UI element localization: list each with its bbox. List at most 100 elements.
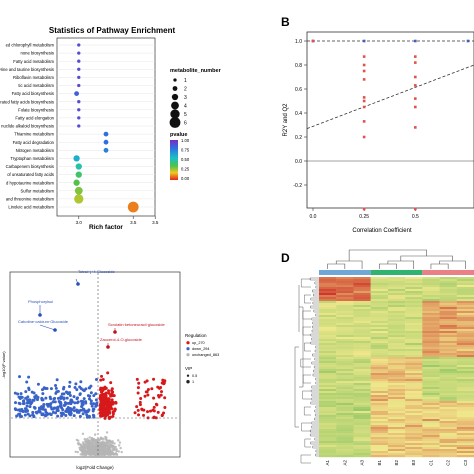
heatmap-cell [456, 451, 474, 454]
heatmap-cell [405, 303, 423, 306]
heatmap-cell [336, 417, 354, 420]
down-point [90, 404, 94, 408]
heatmap-cell [319, 435, 337, 438]
heatmap-cell [456, 409, 474, 412]
row-dendrogram-branch [314, 349, 319, 353]
heatmap-cell [405, 435, 423, 438]
unchanged-point [119, 446, 122, 450]
heatmap-cell [456, 391, 474, 394]
down-point [73, 401, 77, 405]
heatmap-cell [370, 437, 389, 440]
heatmap-cell [353, 429, 371, 432]
heatmap-cell [456, 353, 474, 356]
heatmap-cell [336, 349, 354, 352]
heatmap-cell [353, 431, 371, 434]
heatmap-cell [456, 415, 474, 418]
heatmap-cell [439, 441, 457, 444]
heatmap-cell [319, 323, 337, 326]
size-legend-dot [171, 101, 179, 110]
unchanged-point [107, 439, 110, 443]
heatmap-cell [387, 447, 406, 450]
heatmap-cell [387, 301, 406, 304]
heatmap-cell [405, 363, 423, 366]
heatmap-cell [387, 307, 406, 310]
heatmap-cell [319, 381, 337, 384]
heatmap-cell [370, 325, 389, 328]
dendrogram-branch [327, 263, 346, 269]
heatmap-cell [353, 393, 371, 396]
heatmap-cell [353, 317, 371, 320]
down-point [40, 396, 44, 400]
heatmap-cell [336, 359, 354, 362]
heatmap-cell [353, 401, 371, 404]
heatmap-cell [353, 333, 371, 336]
heatmap-cell [336, 441, 354, 444]
permutation-test-chart: B 1.0 0.8 0.6 0.4 0.2 0.0 -0.2 0.0 0.25 0.5 R2Y a… [281, 15, 474, 234]
heatmap-cell [405, 333, 423, 336]
heatmap-cell [336, 365, 354, 368]
heatmap-cell [370, 319, 389, 322]
column-label: A1 [325, 460, 330, 466]
enrichment-dot [77, 75, 81, 80]
down-point [67, 384, 71, 388]
heatmap-cell [405, 431, 423, 434]
regulation-legend-swatch [186, 341, 190, 345]
down-point [36, 382, 40, 386]
up-point [107, 389, 111, 393]
heatmap-cell [353, 435, 371, 438]
heatmap-cell [456, 455, 474, 458]
heatmap-cell [370, 297, 389, 300]
unchanged-point [105, 431, 109, 434]
down-point [26, 395, 30, 399]
heatmap-cell [405, 441, 423, 444]
heatmap-cell [353, 365, 371, 368]
heatmap-cell [422, 319, 440, 322]
heatmap-cell [353, 331, 371, 334]
heatmap-cell [336, 375, 354, 378]
row-dendrogram-branch [311, 385, 319, 389]
down-point [59, 397, 63, 401]
heatmap-cell [353, 351, 371, 354]
heatmap-cell [353, 309, 371, 312]
category-label: Fatty acid elongation [15, 116, 54, 121]
heatmap-cell [439, 299, 457, 302]
heatmap-cell [319, 407, 337, 410]
up-point [107, 397, 111, 401]
heatmap-cell [456, 427, 474, 430]
unchanged-point [78, 446, 81, 449]
unchanged-point [88, 452, 91, 455]
heatmap-cell [319, 287, 337, 290]
heatmap-cell [387, 311, 406, 314]
heatmap-cell [319, 297, 337, 300]
heatmap-cell [405, 347, 423, 350]
heatmap-cell [370, 403, 389, 406]
heatmap-cell [319, 369, 337, 372]
heatmap-cell [370, 447, 389, 450]
heatmap-cell [336, 379, 354, 382]
heatmap-cell [387, 429, 406, 432]
up-point [159, 393, 163, 397]
Q2-point [414, 126, 417, 129]
up-point [150, 387, 154, 391]
y-axis-label: R2Y and Q2 [283, 103, 289, 137]
row-dendrogram-branch [315, 377, 319, 381]
unchanged-point [103, 451, 106, 454]
unchanged-point [111, 446, 114, 450]
down-point [51, 410, 55, 414]
down-point [92, 394, 96, 398]
heatmap-cell [456, 367, 474, 370]
row-dendrogram-branch [312, 325, 319, 329]
heatmap-cell [422, 399, 440, 402]
heatmap-cell [370, 315, 389, 318]
heatmap-cell [422, 315, 440, 318]
heatmap-cell [370, 323, 389, 326]
heatmap-cell [422, 387, 440, 390]
up-point [163, 379, 167, 383]
down-point [92, 407, 96, 411]
row-dendrogram-branch [312, 373, 319, 377]
heatmap-cell [387, 393, 406, 396]
row-dendrogram-branch [301, 422, 311, 432]
heatmap-cell [336, 281, 354, 284]
chart-title: Statistics of Pathway Enrichment [49, 26, 176, 35]
unchanged-point [115, 450, 118, 453]
